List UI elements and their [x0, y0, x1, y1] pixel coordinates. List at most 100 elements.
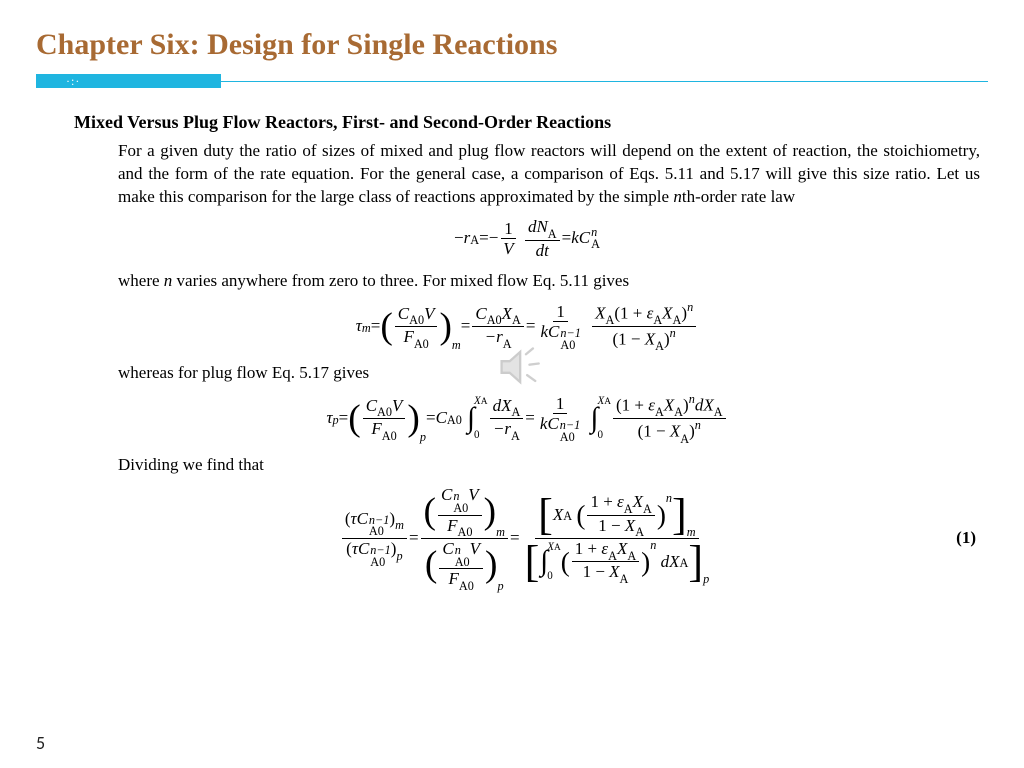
rhs-frac: [ XA ( 1 + εAXA 1 − XA )n ]m [ [522, 492, 713, 585]
op: (1 + [616, 396, 648, 415]
sub-m: m [362, 320, 371, 337]
V: V [468, 485, 478, 504]
X5: X [609, 562, 619, 581]
XA4: A [680, 432, 689, 446]
X2: X [595, 304, 605, 323]
intl: XA 0 [547, 539, 561, 585]
dXA: A [680, 556, 689, 570]
int: ∫ [467, 399, 475, 438]
rparen: ) [439, 311, 451, 343]
C: C [398, 304, 409, 323]
accent-block: ·:· [36, 74, 221, 88]
C2: C [436, 407, 447, 430]
page-number: 5 [36, 732, 45, 754]
cl: ) [683, 396, 689, 415]
A0: A0 [369, 526, 390, 538]
XA5: A [620, 572, 629, 586]
lhs-frac: (τCn−1A0)m (τCn−1A0)p [342, 509, 407, 568]
C2: C [475, 304, 486, 323]
lead-dividing: Dividing we find that [118, 454, 980, 477]
lead-mixed-flow: where n varies anywhere from zero to thr… [118, 270, 980, 293]
supn2: n [670, 326, 676, 340]
X3: X [662, 304, 672, 323]
lpd: ( [561, 550, 570, 574]
dXA2: A [714, 405, 723, 419]
num-1: 1 [501, 219, 516, 240]
Xu: X [547, 541, 554, 553]
equals: = [479, 227, 489, 250]
Xu: X [474, 395, 481, 407]
Css: n−1A0 [369, 515, 390, 538]
z: 0 [547, 571, 561, 582]
A02: A0 [370, 557, 391, 569]
XA4: A [655, 339, 664, 353]
A03: A0 [453, 503, 468, 515]
lp2: ( [425, 549, 437, 581]
XA: A [512, 313, 521, 327]
C3: C [548, 322, 559, 341]
Css: n−1A0 [560, 420, 581, 443]
rpn: ) [657, 503, 666, 527]
dXA: A [511, 405, 520, 419]
op: (1 + [614, 304, 646, 323]
dX: X [501, 396, 511, 415]
frac-CVF: CA0V FA0 [363, 396, 406, 442]
op: 1 + [590, 492, 617, 511]
X: X [502, 304, 512, 323]
sub-p: p [333, 412, 339, 429]
int-lims2: XA 0 [597, 393, 611, 444]
int-lims: XA 0 [474, 393, 488, 444]
lead-plug-flow: whereas for plug flow Eq. 5.17 gives [118, 362, 980, 385]
int: ∫ [540, 545, 548, 578]
p2: p [497, 579, 503, 593]
rb1: ] [672, 496, 687, 534]
d: d [493, 396, 502, 415]
lpn: ( [576, 503, 585, 527]
V: V [392, 396, 402, 415]
XAu: A [554, 543, 561, 553]
F: F [371, 419, 381, 438]
rA: A [511, 429, 520, 443]
equation-rate-law: −rA = − 1 V dNA dt = kC n A [74, 217, 980, 260]
lead1a: where [118, 271, 164, 290]
cl2: ) [664, 330, 670, 349]
A05: A0 [455, 557, 470, 569]
eq: = [371, 315, 381, 338]
equation-ratio: (τCn−1A0)m (τCn−1A0)p = ( CnA0V FA0 )m [74, 485, 980, 591]
one: 1 [553, 302, 568, 323]
C: C [357, 509, 368, 528]
supn: n [687, 300, 693, 314]
eps: ε [617, 492, 624, 511]
om: (1 − [613, 330, 645, 349]
XA2: A [643, 502, 652, 516]
XA3: A [674, 405, 683, 419]
eq2: = [461, 315, 471, 338]
A0: A0 [377, 405, 392, 419]
m2: m [496, 525, 505, 539]
intro-paragraph: For a given duty the ratio of sizes of m… [118, 140, 980, 209]
accent-line [221, 81, 988, 82]
X4: X [670, 422, 680, 441]
XA3: A [635, 525, 644, 539]
den-V: V [503, 239, 513, 258]
nth-n: n [673, 187, 682, 206]
frac-dXr: dXA −rA [490, 396, 524, 442]
one: 1 [553, 394, 568, 415]
F2: F [449, 569, 459, 588]
epsA: A [653, 313, 662, 327]
frac-CVF: CA0V FA0 [395, 304, 438, 350]
A0d: A0 [560, 432, 581, 444]
equals2: = [562, 227, 572, 250]
audio-icon [490, 338, 548, 396]
equation-tau-p: τp = ( CA0V FA0 )p = CA0 ∫ XA 0 dXA −rA [74, 393, 980, 444]
dN-A: A [548, 227, 557, 241]
A04: A0 [458, 525, 473, 539]
frac-1V: 1 V [500, 219, 516, 259]
XA: A [563, 509, 572, 523]
cl2: ) [689, 422, 695, 441]
X4: X [645, 330, 655, 349]
A0b: A0 [382, 429, 397, 443]
epsA: A [655, 405, 664, 419]
Css2: n−1A0 [370, 545, 391, 568]
lb2: [ [525, 543, 540, 581]
